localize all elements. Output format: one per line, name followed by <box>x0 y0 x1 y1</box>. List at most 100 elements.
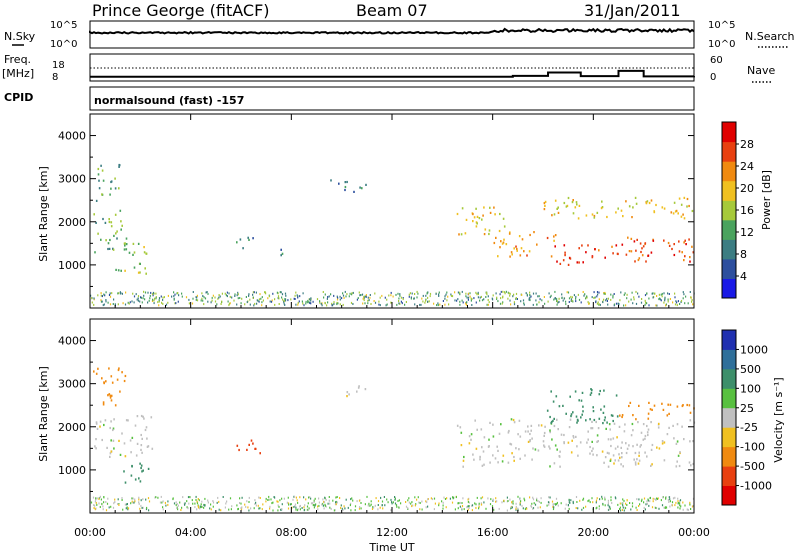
velocity-cell <box>650 464 652 467</box>
power-cell <box>663 292 665 295</box>
power-cell <box>102 217 104 221</box>
power-cell <box>364 295 366 298</box>
power-cell <box>594 296 596 299</box>
velocity-cell <box>651 443 654 447</box>
velocity-cell <box>138 496 140 499</box>
velocity-cell <box>519 457 521 460</box>
velocity-cell <box>197 505 199 508</box>
velocity-cell <box>483 436 486 439</box>
velocity-cell <box>491 505 494 508</box>
power-cell <box>634 260 636 263</box>
velocity-cell <box>184 502 186 505</box>
velocity-cell <box>529 432 531 436</box>
power-cell <box>321 304 323 307</box>
velocity-cell <box>480 503 483 506</box>
power-cell <box>529 294 531 296</box>
velocity-cell <box>270 498 272 501</box>
velocity-cell <box>116 378 119 381</box>
power-cell <box>135 293 137 296</box>
power-cell <box>543 202 546 205</box>
power-cell <box>362 302 364 305</box>
velocity-cell <box>489 421 491 424</box>
velocity-cell <box>95 372 98 375</box>
power-cell <box>374 292 376 295</box>
velocity-cell <box>668 501 670 503</box>
power-cell <box>620 291 622 294</box>
velocity-cell <box>329 502 331 505</box>
power-cell <box>143 290 145 293</box>
power-cell <box>505 243 508 246</box>
power-cell <box>642 245 645 248</box>
velocity-cell <box>108 506 110 509</box>
power-cell <box>598 298 600 301</box>
power-cell <box>368 299 370 302</box>
velocity-cell <box>131 500 133 503</box>
velocity-cell <box>236 504 238 507</box>
power-cell <box>125 243 128 246</box>
power-cell <box>476 293 478 296</box>
power-cell <box>399 293 401 296</box>
power-cell <box>97 294 99 297</box>
power-cell <box>234 295 236 297</box>
velocity-cell <box>540 501 542 504</box>
velocity-cell <box>313 506 315 509</box>
power-cell <box>678 240 680 243</box>
velocity-cell <box>598 508 600 510</box>
power-cell <box>638 295 640 298</box>
power-cell <box>553 239 555 242</box>
power-cell <box>444 297 446 300</box>
velocity-cell <box>312 504 314 507</box>
power-cell <box>262 299 264 302</box>
velocity-cell <box>515 507 517 510</box>
velocity-cell <box>620 463 622 466</box>
power-cell <box>475 225 478 228</box>
power-cell <box>269 300 271 303</box>
velocity-cell <box>121 497 123 499</box>
velocity-cell <box>501 460 504 463</box>
power-cell <box>298 300 300 303</box>
power-cell <box>310 297 312 300</box>
velocity-cell <box>281 508 283 511</box>
velocity-cell <box>154 496 156 499</box>
velocity-cell <box>212 501 215 504</box>
power-cell <box>390 294 392 297</box>
velocity-cell <box>667 498 669 501</box>
power-cell <box>297 296 299 299</box>
velocity-cell <box>177 508 179 511</box>
velocity-cell <box>126 506 128 509</box>
power-cell <box>553 235 555 238</box>
velocity-cell <box>121 432 123 435</box>
power-cell <box>236 294 238 297</box>
power-cell <box>152 294 154 297</box>
power-cell <box>610 293 612 296</box>
velocity-cell <box>324 496 326 499</box>
velocity-cell <box>480 428 483 431</box>
velocity-cell <box>138 501 140 504</box>
velocity-cell <box>546 504 548 507</box>
power-cell <box>381 294 383 297</box>
power-cell <box>137 271 140 274</box>
velocity-cell <box>641 498 643 501</box>
power-cell <box>512 295 514 298</box>
power-cell <box>641 298 643 300</box>
power-cell <box>488 229 491 232</box>
velocity-cell <box>121 499 123 501</box>
velocity-cell <box>347 506 349 509</box>
power-cell <box>97 167 100 171</box>
velocity-cell <box>217 496 219 499</box>
y-tick-label: 1000 <box>58 464 86 477</box>
power-cell <box>565 300 567 303</box>
velocity-cell <box>617 459 620 462</box>
power-cell <box>294 294 296 297</box>
velocity-cell <box>475 506 477 509</box>
power-cell <box>571 299 573 302</box>
velocity-cell <box>124 481 127 484</box>
velocity-cell <box>405 505 408 508</box>
power-cell <box>575 295 577 298</box>
power-cell <box>650 251 653 254</box>
power-cell <box>477 291 479 294</box>
power-cell <box>188 298 190 301</box>
power-cell <box>339 303 341 306</box>
power-cell <box>553 213 556 216</box>
velocity-cell <box>578 399 580 402</box>
